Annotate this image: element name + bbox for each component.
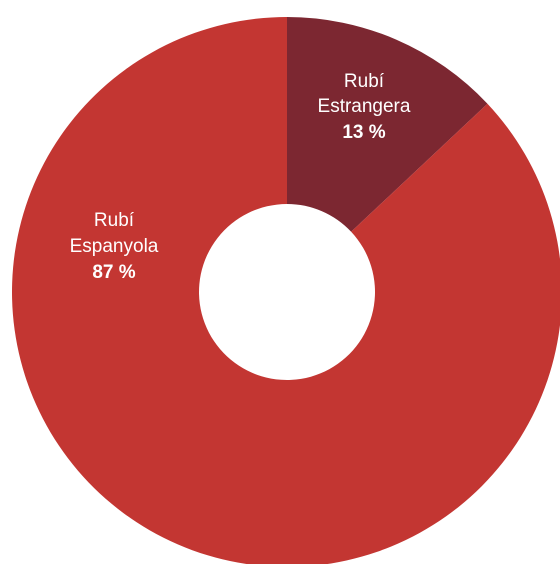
slice-name-line1: Rubí <box>94 210 135 231</box>
slice-name-line2: Espanyola <box>70 236 159 257</box>
slice-name-line2: Estrangera <box>318 96 411 117</box>
slice-estrangera <box>287 17 488 232</box>
slice-label-estrangera: Rubí Estrangera 13 % <box>318 71 411 143</box>
slice-espanyola <box>12 17 560 564</box>
slice-label-espanyola: Rubí Espanyola 87 % <box>70 210 159 283</box>
slice-name-line1: Rubí <box>344 71 385 92</box>
slices-group <box>12 17 560 564</box>
slice-percent-label: 87 % <box>92 262 135 283</box>
slice-percent-label: 13 % <box>342 122 385 143</box>
